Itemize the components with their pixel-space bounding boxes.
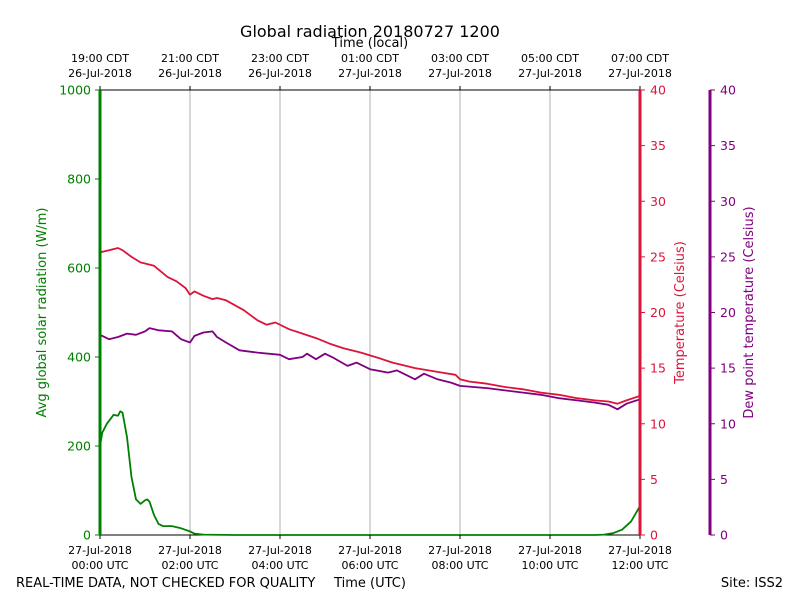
top-tick-label-date: 26-Jul-2018 xyxy=(68,67,132,80)
radiation-line xyxy=(99,410,641,536)
radiation-axis-tick-label: 600 xyxy=(67,261,91,276)
top-tick-label-time: 19:00 CDT xyxy=(71,52,129,65)
top-tick-label-time: 03:00 CDT xyxy=(431,52,489,65)
temperature-axis-tick-label: 40 xyxy=(650,83,666,98)
radiation-axis-tick-label: 800 xyxy=(67,172,91,187)
x-tick-label-date: 27-Jul-2018 xyxy=(608,544,672,557)
radiation-axis-label: Avg global solar radiation (W/m) xyxy=(35,208,50,418)
temperature-axis-tick-label: 30 xyxy=(650,194,666,209)
series-group xyxy=(99,247,641,536)
top-axis-label: Time (local) xyxy=(331,36,408,51)
dewpoint-axis-tick-label: 35 xyxy=(720,138,736,153)
x-tick-label-time: 06:00 UTC xyxy=(341,559,398,572)
temperature-axis-tick-label: 25 xyxy=(650,249,666,264)
temperature-axis-tick-label: 10 xyxy=(650,416,666,431)
dewpoint-axis-tick-label: 30 xyxy=(720,194,736,209)
x-tick-label-time: 00:00 UTC xyxy=(71,559,128,572)
x-tick-label-time: 08:00 UTC xyxy=(431,559,488,572)
dewpoint-axis-tick-label: 40 xyxy=(720,83,736,98)
dewpoint-axis-label: Dew point temperature (Celsius) xyxy=(742,206,757,418)
site-label: Site: ISS2 xyxy=(721,576,783,591)
x-tick-label-time: 10:00 UTC xyxy=(521,559,578,572)
top-tick-label-date: 26-Jul-2018 xyxy=(158,67,222,80)
x-tick-label-date: 27-Jul-2018 xyxy=(518,544,582,557)
temperature-axis-tick-label: 0 xyxy=(650,528,658,543)
x-tick-label-time: 02:00 UTC xyxy=(161,559,218,572)
dewpoint-axis-tick-label: 25 xyxy=(720,249,736,264)
tick-labels: 27-Jul-2018 00:00 UTC 27-Jul-2018 02:00 UTC… xyxy=(35,52,757,572)
top-tick-label-date: 27-Jul-2018 xyxy=(518,67,582,80)
dewpoint-axis-tick-label: 10 xyxy=(720,416,736,431)
dewpoint-axis-tick-label: 15 xyxy=(720,361,736,376)
top-tick-label-time: 01:00 CDT xyxy=(341,52,399,65)
quality-disclaimer: REAL-TIME DATA, NOT CHECKED FOR QUALITY xyxy=(16,576,315,591)
dewpoint-axis-tick-label: 20 xyxy=(720,305,736,320)
radiation-axis-tick-label: 0 xyxy=(83,528,91,543)
radiation-axis-tick-label: 400 xyxy=(67,350,91,365)
temperature-axis-tick-label: 35 xyxy=(650,138,666,153)
dewpoint-axis-tick-label: 5 xyxy=(720,472,728,487)
chart-title: Global radiation 20180727 1200 xyxy=(240,22,500,41)
top-tick-label-date: 27-Jul-2018 xyxy=(428,67,492,80)
x-tick-label-date: 27-Jul-2018 xyxy=(68,544,132,557)
top-tick-label-date: 26-Jul-2018 xyxy=(248,67,312,80)
x-axis-label: Time (UTC) xyxy=(333,576,406,591)
radiation-axis-tick-label: 200 xyxy=(67,439,91,454)
x-tick-label-date: 27-Jul-2018 xyxy=(158,544,222,557)
top-tick-label-time: 21:00 CDT xyxy=(161,52,219,65)
gridlines xyxy=(189,90,551,535)
top-tick-label-date: 27-Jul-2018 xyxy=(338,67,402,80)
axes-group xyxy=(95,86,715,539)
x-tick-label-time: 12:00 UTC xyxy=(611,559,668,572)
x-tick-label-date: 27-Jul-2018 xyxy=(248,544,312,557)
x-tick-label-time: 04:00 UTC xyxy=(251,559,308,572)
temperature-axis-tick-label: 5 xyxy=(650,472,658,487)
x-tick-label-date: 27-Jul-2018 xyxy=(338,544,402,557)
dewpoint-line xyxy=(99,327,641,411)
temperature-line xyxy=(99,247,641,405)
top-tick-label-time: 07:00 CDT xyxy=(611,52,669,65)
temperature-axis-tick-label: 20 xyxy=(650,305,666,320)
dewpoint-axis-tick-label: 0 xyxy=(720,528,728,543)
temperature-axis-tick-label: 15 xyxy=(650,361,666,376)
x-tick-label-date: 27-Jul-2018 xyxy=(428,544,492,557)
temperature-axis-label: Temperature (Celsius) xyxy=(673,241,688,385)
top-tick-label-time: 05:00 CDT xyxy=(521,52,579,65)
top-tick-label-date: 27-Jul-2018 xyxy=(608,67,672,80)
radiation-axis-tick-label: 1000 xyxy=(59,83,91,98)
top-tick-label-time: 23:00 CDT xyxy=(251,52,309,65)
